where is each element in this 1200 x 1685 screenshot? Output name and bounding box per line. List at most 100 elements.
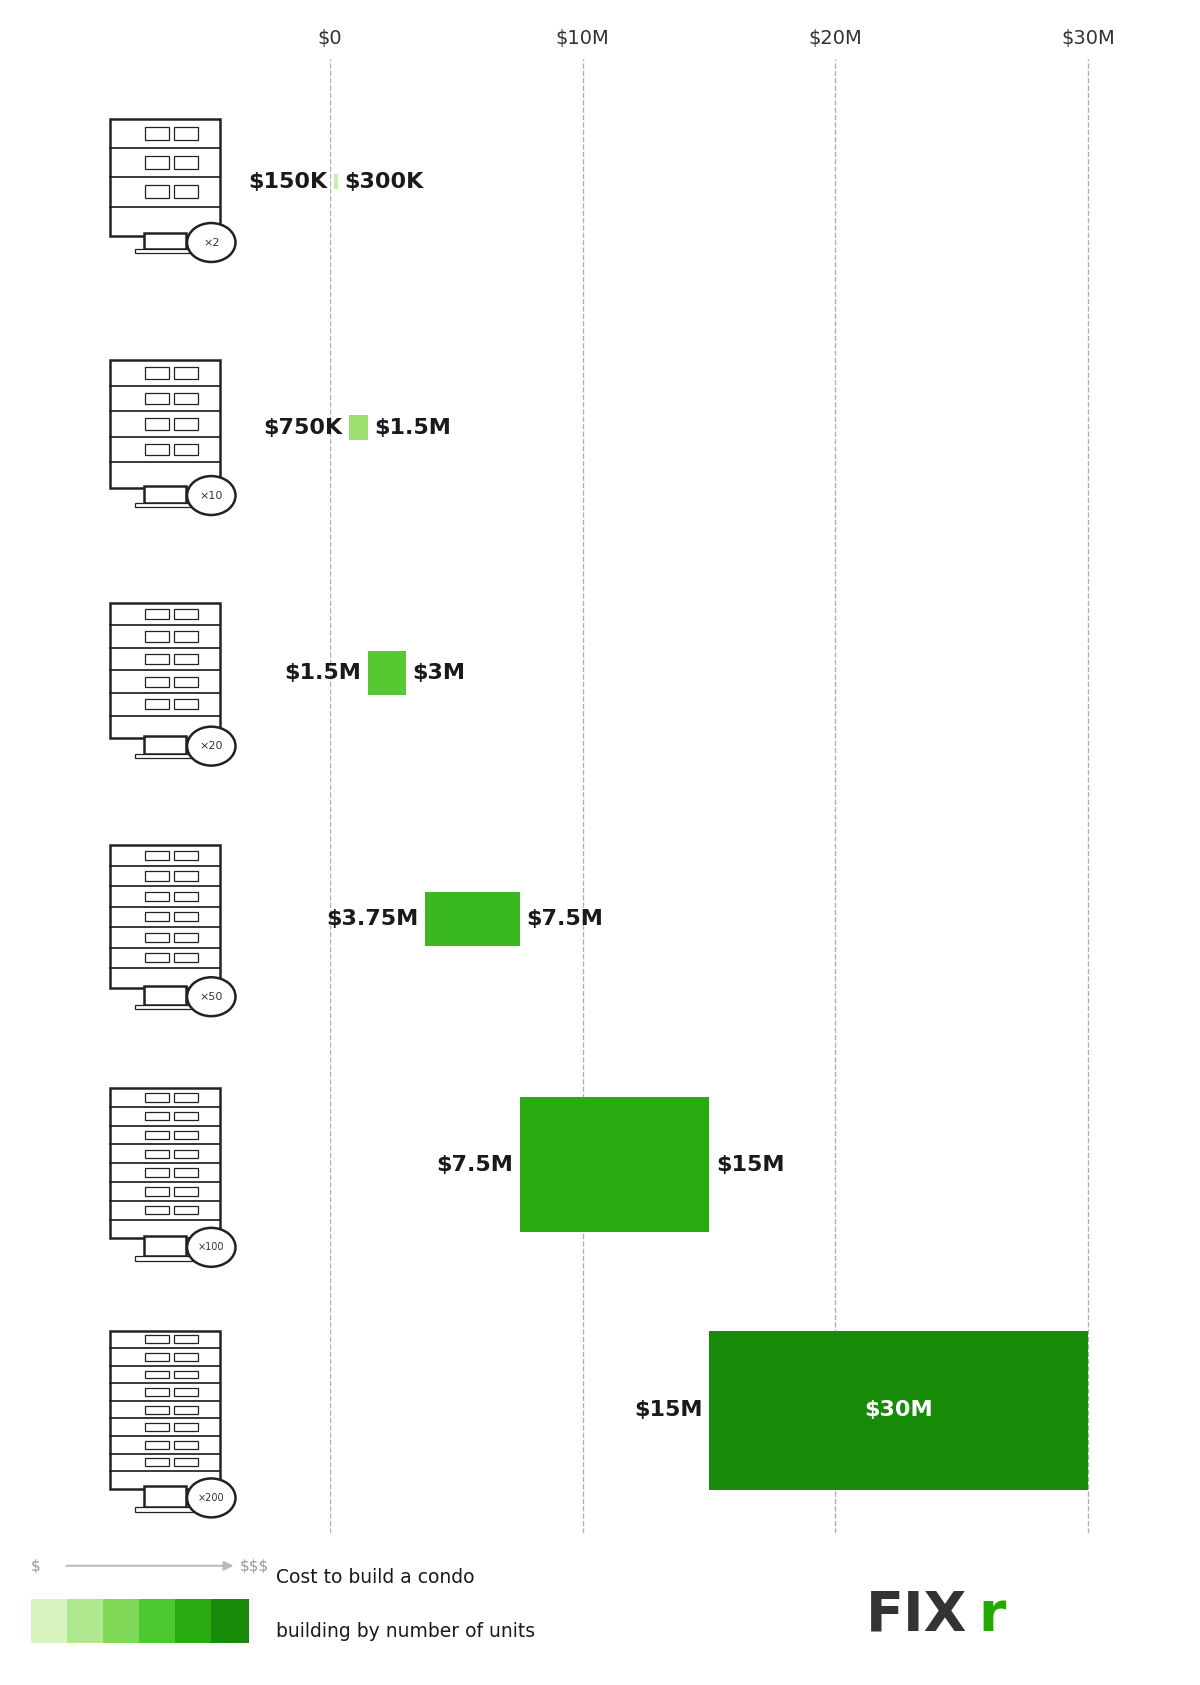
Bar xyxy=(174,851,198,859)
Bar xyxy=(145,608,169,618)
Text: $: $ xyxy=(31,1559,41,1574)
Text: $7.5M: $7.5M xyxy=(436,1154,512,1174)
Bar xyxy=(349,415,368,440)
Bar xyxy=(145,699,169,709)
Bar xyxy=(145,393,169,404)
Bar xyxy=(425,891,520,945)
Bar xyxy=(174,393,198,404)
Text: $750K: $750K xyxy=(263,418,342,438)
Bar xyxy=(174,1353,198,1361)
Bar xyxy=(174,1131,198,1139)
Text: r: r xyxy=(978,1589,1006,1643)
Text: $7.5M: $7.5M xyxy=(527,908,604,928)
Bar xyxy=(103,1599,140,1643)
Bar xyxy=(520,1097,709,1232)
Bar xyxy=(145,871,169,881)
Bar xyxy=(174,1188,198,1196)
Bar xyxy=(144,233,186,249)
Bar xyxy=(174,1424,198,1431)
Bar xyxy=(174,1370,198,1378)
Bar xyxy=(67,1599,104,1643)
Text: $3.75M: $3.75M xyxy=(326,908,418,928)
Bar xyxy=(134,1006,196,1009)
Circle shape xyxy=(187,1478,235,1518)
Bar xyxy=(145,954,169,962)
Bar xyxy=(139,1599,176,1643)
Bar xyxy=(174,608,198,618)
Bar xyxy=(145,126,169,140)
Bar xyxy=(145,932,169,942)
Bar xyxy=(144,986,186,1006)
Circle shape xyxy=(187,222,235,261)
Bar xyxy=(145,367,169,379)
Bar xyxy=(145,1388,169,1395)
Bar xyxy=(110,1089,220,1238)
Bar xyxy=(174,1112,198,1121)
Bar xyxy=(144,736,186,755)
Bar xyxy=(174,418,198,430)
Text: ×2: ×2 xyxy=(203,238,220,248)
Bar xyxy=(145,185,169,199)
Bar xyxy=(174,654,198,664)
Bar xyxy=(110,603,220,738)
Bar xyxy=(174,632,198,642)
Bar xyxy=(144,485,186,504)
Bar xyxy=(145,632,169,642)
Bar xyxy=(174,1336,198,1343)
Bar xyxy=(145,1149,169,1158)
Bar xyxy=(145,418,169,430)
Bar xyxy=(174,367,198,379)
Bar xyxy=(110,361,220,489)
FancyArrowPatch shape xyxy=(66,1562,232,1570)
Text: ×50: ×50 xyxy=(199,992,223,1001)
Bar xyxy=(334,175,337,189)
Bar xyxy=(145,1370,169,1378)
Bar xyxy=(174,932,198,942)
Bar xyxy=(145,1353,169,1361)
Text: $150K: $150K xyxy=(248,172,328,192)
Bar xyxy=(174,871,198,881)
Circle shape xyxy=(187,977,235,1016)
Bar xyxy=(145,1131,169,1139)
Bar xyxy=(134,1257,196,1260)
Bar xyxy=(145,851,169,859)
Bar xyxy=(145,654,169,664)
Bar xyxy=(145,1094,169,1102)
Bar xyxy=(31,1599,68,1643)
Bar xyxy=(144,1237,186,1257)
Bar xyxy=(174,699,198,709)
Bar xyxy=(134,504,196,507)
Bar xyxy=(174,1149,198,1158)
Bar xyxy=(174,677,198,687)
Bar xyxy=(110,846,220,989)
Bar xyxy=(134,755,196,758)
Bar xyxy=(174,185,198,199)
Bar xyxy=(145,1458,169,1466)
Bar xyxy=(174,1458,198,1466)
Text: $300K: $300K xyxy=(344,172,424,192)
Circle shape xyxy=(187,477,235,516)
Bar xyxy=(174,443,198,455)
Text: building by number of units: building by number of units xyxy=(276,1621,535,1641)
Text: $1.5M: $1.5M xyxy=(374,418,451,438)
Bar xyxy=(174,126,198,140)
Bar xyxy=(174,891,198,901)
Text: ×100: ×100 xyxy=(198,1242,224,1252)
Text: ×200: ×200 xyxy=(198,1493,224,1503)
Bar xyxy=(145,891,169,901)
Text: Cost to build a condo: Cost to build a condo xyxy=(276,1567,474,1587)
Bar xyxy=(174,1094,198,1102)
Text: ×10: ×10 xyxy=(199,490,223,500)
Bar xyxy=(145,1188,169,1196)
Bar xyxy=(145,1336,169,1343)
Bar xyxy=(174,1405,198,1414)
Bar xyxy=(110,120,220,236)
Bar xyxy=(145,1112,169,1121)
Bar xyxy=(174,912,198,922)
Bar xyxy=(175,1599,212,1643)
Bar xyxy=(145,1405,169,1414)
Bar xyxy=(211,1599,248,1643)
Text: $3M: $3M xyxy=(413,664,466,684)
Bar xyxy=(134,1506,196,1511)
Bar xyxy=(145,157,169,169)
